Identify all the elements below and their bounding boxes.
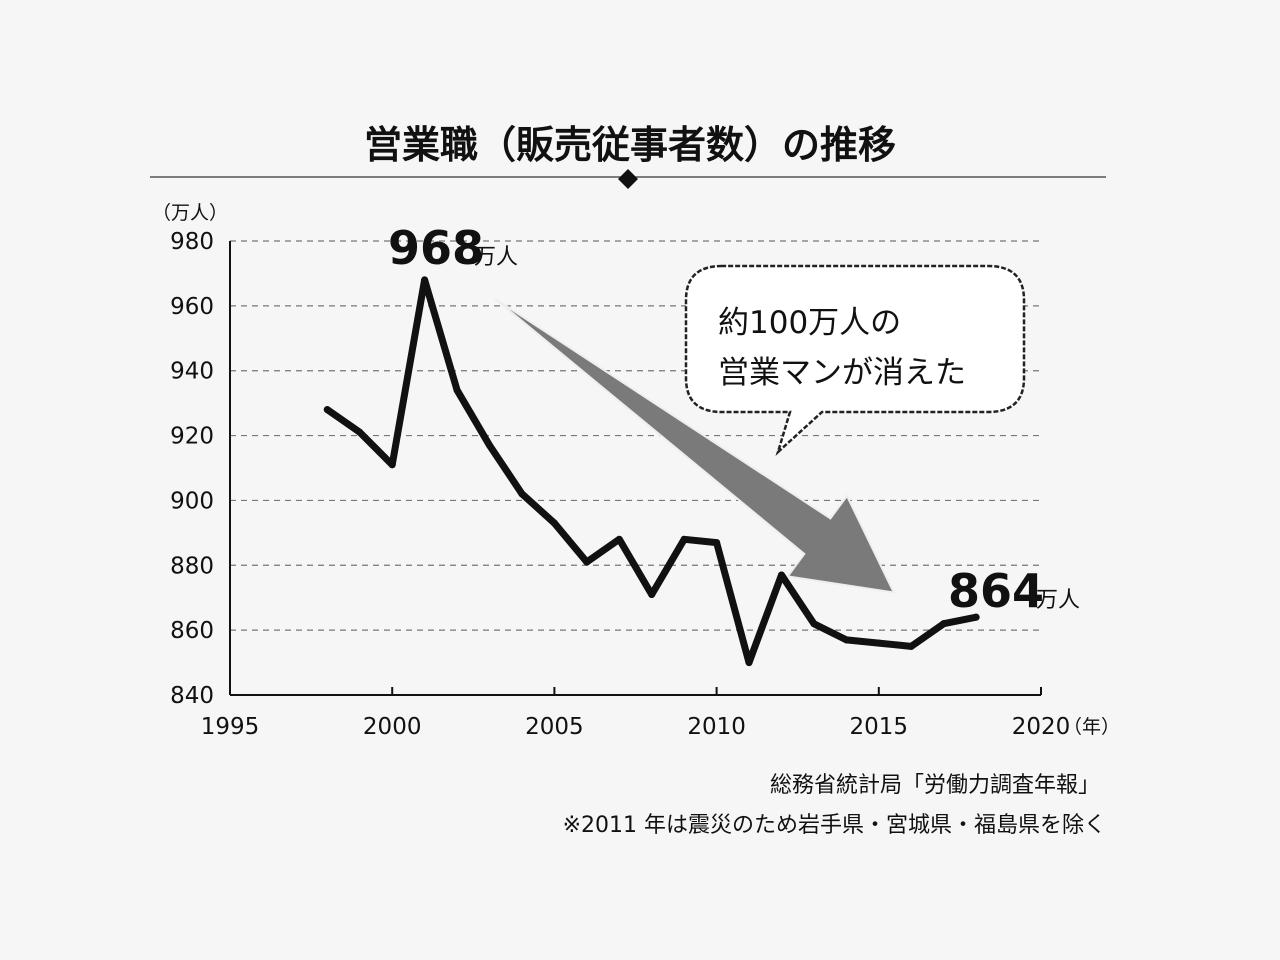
x-tick-label: 2005	[525, 714, 584, 740]
y-tick-label: 840	[170, 683, 214, 709]
data-point	[972, 613, 980, 621]
data-point	[680, 535, 688, 543]
callout-line-1: 約100万人の	[718, 305, 901, 341]
y-tick-label: 900	[170, 488, 214, 514]
axes	[229, 241, 1042, 696]
end-value-unit: 万人	[1036, 588, 1080, 613]
series-points	[323, 276, 980, 667]
x-tick-label: 2000	[363, 714, 422, 740]
callout-line-2: 営業マンが消えた	[718, 355, 966, 391]
end-value-label: 864	[948, 564, 1044, 618]
callout-bubble	[684, 264, 1026, 456]
y-tick-label: 980	[170, 229, 214, 255]
data-point	[777, 571, 785, 579]
y-tick-label: 880	[170, 553, 214, 579]
x-tick-labels: 1995 2000 2005 2010 2015 2020	[201, 714, 1071, 740]
chart-title: 営業職（販売従事者数）の推移	[364, 123, 896, 167]
x-tick-label: 2020	[1012, 714, 1071, 740]
y-axis-unit: （万人）	[152, 202, 228, 224]
peak-value-unit: 万人	[474, 245, 518, 270]
y-tick-label: 940	[170, 359, 214, 385]
data-point	[940, 620, 948, 628]
data-point	[323, 406, 331, 414]
data-point	[388, 461, 396, 469]
data-point	[453, 386, 461, 394]
data-point	[713, 539, 721, 547]
y-tick-label: 860	[170, 618, 214, 644]
data-point	[810, 620, 818, 628]
trend-arrow	[493, 297, 896, 594]
x-tick-label: 2010	[687, 714, 746, 740]
x-axis-unit: （年）	[1063, 716, 1120, 738]
x-tick-label: 2015	[850, 714, 909, 740]
y-tick-label: 920	[170, 424, 214, 450]
data-point	[907, 642, 915, 650]
data-point	[583, 558, 591, 566]
x-tick-label: 1995	[201, 714, 260, 740]
footnote: ※2011 年は震災のため岩手県・宮城県・福島県を除く	[563, 813, 1106, 838]
data-point	[615, 535, 623, 543]
title-diamond-icon	[618, 169, 638, 189]
data-point	[648, 590, 656, 598]
data-point	[842, 636, 850, 644]
y-tick-label: 960	[170, 294, 214, 320]
data-point	[875, 639, 883, 647]
data-point	[550, 519, 558, 527]
source-note: 総務省統計局「労働力調査年報」	[770, 773, 1100, 798]
data-point	[421, 276, 429, 284]
data-point	[486, 441, 494, 449]
peak-value-label: 968	[388, 221, 484, 275]
y-tick-labels: 840 860 880 900 920 940 960 980	[170, 229, 214, 709]
data-point	[518, 490, 526, 498]
data-point	[356, 428, 364, 436]
data-point	[745, 659, 753, 667]
